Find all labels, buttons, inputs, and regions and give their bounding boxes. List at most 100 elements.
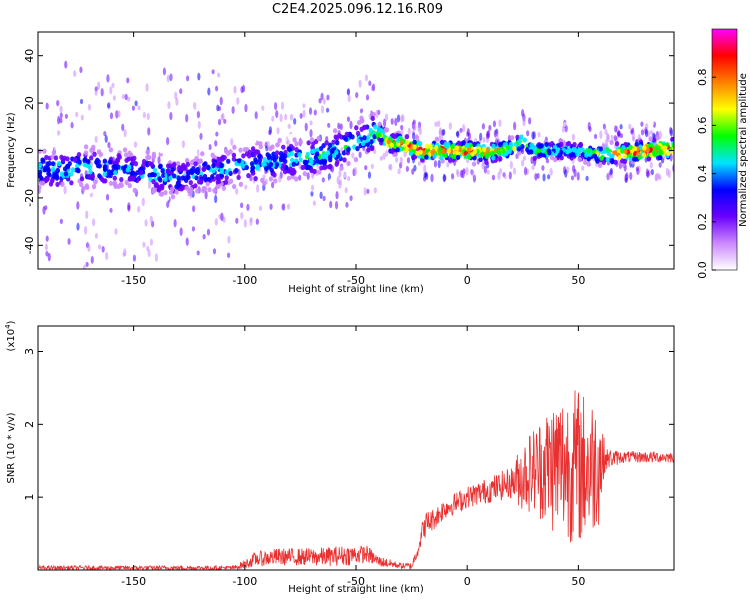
spectrogram-cell [127, 175, 133, 181]
spectrogram-cell [655, 135, 660, 141]
spectrogram-cell [273, 178, 278, 184]
spectrogram-cell [366, 147, 371, 153]
spectrogram-cell [657, 155, 662, 161]
spectrogram-cell [602, 123, 606, 130]
spectrogram-cell [310, 184, 315, 191]
spectrogram-cell [311, 148, 317, 154]
spectrogram-cell [193, 101, 197, 110]
spectrogram-cell [91, 184, 97, 190]
spectrogram-cell [121, 123, 125, 132]
spectrogram-cell [101, 245, 105, 253]
spectrogram-cell [559, 149, 564, 156]
snr-panel: -150 -100 -50 0 50 1 2 3 Height of straight li… [4, 320, 675, 595]
spectrogram-cell [655, 172, 659, 182]
spectrogram-cell [184, 157, 190, 164]
spectrogram-cell [114, 228, 118, 235]
spectrogram-cell [97, 81, 101, 91]
spectrogram-cell [426, 135, 430, 143]
spectrogram-cell [522, 137, 528, 143]
spectrogram-cell [498, 142, 503, 148]
spectrogram-cell [617, 154, 622, 161]
spectrogram-cell [613, 149, 618, 156]
spectrogram-cell [47, 160, 52, 167]
spectrogram-cell [491, 174, 496, 181]
spectrogram-cell [373, 158, 377, 166]
spectrogram-cell [46, 171, 51, 177]
spectrogram-cell [498, 119, 502, 127]
spectrogram-cell [176, 175, 181, 181]
spectrogram-cell [56, 99, 60, 107]
spectrogram-cell [353, 166, 357, 176]
spectrogram-cell [289, 133, 294, 140]
spectrogram-cell [382, 118, 387, 128]
spectrogram-cell [232, 144, 237, 150]
spectrogram-cell [151, 179, 156, 185]
spectrogram-cell [278, 150, 284, 157]
spectrogram-cell [652, 150, 657, 156]
spectrogram-cell [171, 173, 177, 179]
spectrogram-cell [241, 153, 246, 159]
spectrogram-cell [526, 130, 530, 137]
spectrogram-cell [254, 159, 259, 165]
spectrogram-cell [640, 129, 645, 136]
spectrogram-cell [164, 195, 170, 201]
spectrogram-cell [430, 149, 436, 155]
spectrogram-cell [208, 144, 212, 151]
spectrogram-cell [98, 151, 104, 158]
spectrogram-cell [121, 94, 125, 100]
spectrogram-cell [95, 157, 100, 163]
spectrogram-cell [156, 187, 161, 193]
spectrogram-cell [88, 188, 93, 194]
spectrogram-cell [359, 108, 364, 114]
spectrogram-cell [63, 171, 69, 177]
spectrogram-cell [228, 170, 233, 177]
spectrogram-cell [70, 122, 74, 129]
spectrogram-cell [231, 106, 235, 114]
spectrogram-cell [433, 160, 438, 168]
spectrogram-cell [219, 96, 223, 106]
spectrogram-cell [406, 157, 411, 164]
spectrogram-cell [189, 159, 195, 165]
spectrogram-cell [523, 166, 528, 176]
spectrogram-cell [50, 154, 55, 160]
spectrogram-cell [70, 167, 76, 173]
spectrogram-cell [297, 151, 302, 158]
spectrogram-cell [601, 159, 606, 165]
spectrogram-cell [549, 141, 555, 147]
spectrogram-cell [353, 157, 359, 163]
spectrogram-cell [246, 187, 251, 193]
spectrogram-cell [472, 174, 477, 183]
spectrogram-cell [628, 123, 632, 130]
spectrogram-cell [305, 151, 310, 157]
spectrogram-cell [179, 88, 183, 95]
spectrogram-cell [106, 74, 110, 83]
spectrogram-cell [57, 115, 61, 125]
spectrogram-cell [450, 173, 455, 180]
spectrogram-cell [246, 203, 250, 211]
spectrogram-cell [193, 151, 198, 157]
spectrogram-cell [59, 218, 63, 225]
spectrogram-cell [508, 171, 512, 180]
spectrogram-cell [93, 179, 98, 185]
spectrogram-cell [141, 197, 145, 207]
spectrogram-cell [158, 191, 164, 197]
spectrogram-cell [212, 188, 217, 194]
spectrogram-cell [83, 150, 89, 156]
spectrogram-cell [102, 171, 107, 177]
spectrogram-cell [197, 120, 201, 129]
spectrogram-cell [68, 171, 74, 177]
spectrogram-cell [195, 169, 200, 175]
spectrogram-cell [605, 157, 610, 163]
spectrogram-cell [55, 181, 60, 187]
spectrogram-cell [485, 132, 490, 140]
spectrogram-cell [159, 185, 165, 191]
spectrogram-cell [271, 151, 276, 157]
spectrogram-cell [577, 157, 583, 163]
spectrogram-cell [646, 156, 652, 162]
spectrogram-cell [236, 158, 242, 164]
spectrogram-cell [294, 147, 299, 153]
spectrogram-cell [205, 181, 210, 187]
spectrogram-cell [38, 172, 42, 179]
spectrogram-cell [616, 131, 621, 137]
spectrogram-cell [437, 120, 441, 128]
